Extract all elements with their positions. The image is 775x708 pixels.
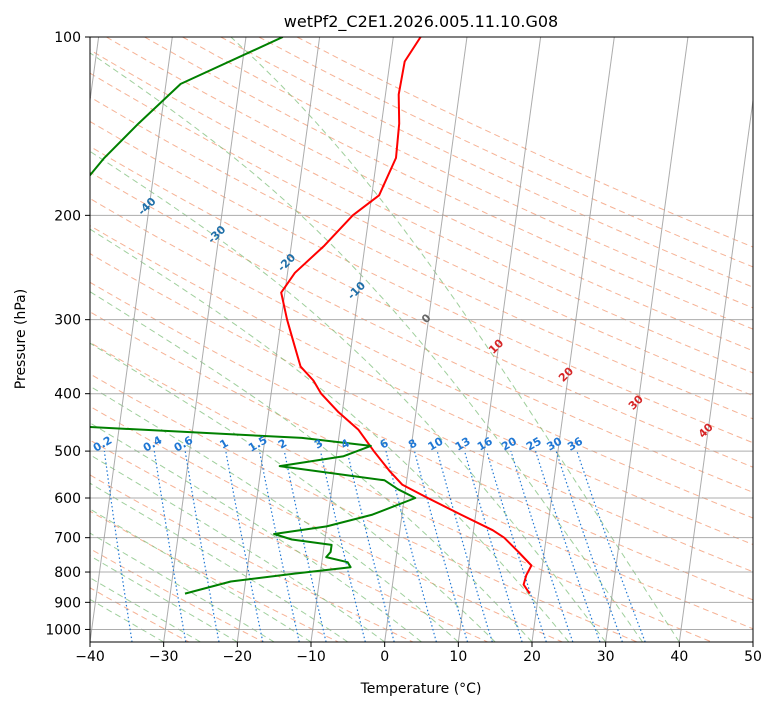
dry-adiabat [106, 37, 753, 352]
mixing-ratio-line [103, 451, 133, 642]
isotherm-line [605, 37, 689, 642]
temperature-series-line [280, 37, 533, 595]
axes: −40 −30 −20 −10 0 10 20 30 40 50 100 200 300 400 500 60… [45, 30, 762, 665]
y-tick-label: 600 [54, 491, 81, 507]
mixing-ratio-line [436, 450, 493, 642]
mixing-ratio-line [385, 450, 437, 642]
y-tick-label: 500 [54, 444, 81, 460]
mixing-ratio-line [464, 450, 523, 642]
x-tick-label: −30 [149, 649, 179, 665]
dry-adiabat [90, 373, 638, 642]
x-tick-label: 50 [744, 649, 762, 665]
x-tick-label: 20 [523, 649, 541, 665]
moist-adiabat [90, 228, 570, 642]
mixing-ratio-line [576, 450, 646, 642]
y-axis-label: Pressure (hPa) [13, 289, 29, 389]
x-tick-label: −40 [75, 649, 105, 665]
x-tick-label: −20 [223, 649, 253, 665]
isotherm-line [457, 37, 542, 642]
y-tick-label: 200 [54, 208, 81, 224]
plot-series [90, 37, 533, 595]
moist-adiabat [90, 482, 349, 642]
isotherm-line [384, 37, 468, 642]
mixing-ratio-line [555, 450, 623, 642]
y-tick-label: 900 [54, 595, 81, 611]
moist-adiabat [90, 52, 643, 642]
dry-adiabat [182, 37, 753, 309]
mixing-ratio-line [535, 450, 601, 642]
mixing-ratio-line [346, 450, 395, 642]
isotherm-line [531, 37, 615, 642]
isotherm-line [310, 37, 394, 642]
y-tick-label: 800 [54, 565, 81, 581]
chart-title: wetPf2_C2E1.2026.005.11.10.G08 [284, 12, 558, 32]
mixing-ratio-line [486, 450, 547, 642]
dry-adiabat [90, 197, 753, 519]
moist-adiabat [90, 598, 164, 642]
plot-background [90, 37, 753, 642]
mixing-ratio-line [413, 450, 469, 642]
mixing-ratio-line [283, 450, 327, 642]
x-tick-label: 10 [449, 649, 467, 665]
y-tick-label: 300 [54, 313, 81, 329]
mixing-ratio-line [258, 450, 300, 642]
dry-adiabat [220, 37, 753, 288]
moist-adiabat [90, 454, 385, 642]
moist-adiabat [230, 37, 680, 642]
moist-adiabat [90, 385, 459, 642]
isotherm-line [236, 37, 321, 642]
x-tick-label: −10 [296, 649, 326, 665]
mixing-ratio-line [319, 450, 366, 642]
y-tick-label: 1000 [45, 622, 81, 638]
dry-adiabat [90, 439, 488, 642]
dry-adiabat [90, 548, 264, 642]
moist-adiabat [90, 342, 496, 642]
moist-adiabat [90, 291, 533, 642]
isotherm-line [90, 37, 173, 642]
moist-adiabat [90, 577, 201, 642]
dewpoint-series-line [90, 37, 417, 595]
moist-adiabat [90, 532, 275, 642]
moist-adiabat [90, 150, 607, 642]
x-axis-label: Temperature (°C) [360, 681, 482, 697]
y-tick-label: 400 [54, 387, 81, 403]
isotherm-line [678, 96, 753, 642]
dry-adiabat [144, 37, 753, 330]
dry-adiabat [90, 405, 563, 642]
dry-adiabat [90, 171, 753, 493]
x-tick-label: 30 [597, 649, 615, 665]
y-tick-label: 700 [54, 531, 81, 547]
mixing-ratio-line [225, 450, 264, 642]
dry-adiabat [90, 587, 190, 642]
mixing-ratio-line [510, 450, 574, 642]
x-tick-label: 40 [670, 649, 688, 665]
dry-adiabat [90, 225, 753, 546]
moist-adiabat [90, 422, 422, 642]
moist-adiabat [90, 555, 238, 642]
x-tick-label: 0 [380, 649, 389, 665]
isotherm-line [163, 37, 247, 642]
plot-frame [89, 36, 754, 643]
y-tick-label: 100 [54, 30, 81, 46]
